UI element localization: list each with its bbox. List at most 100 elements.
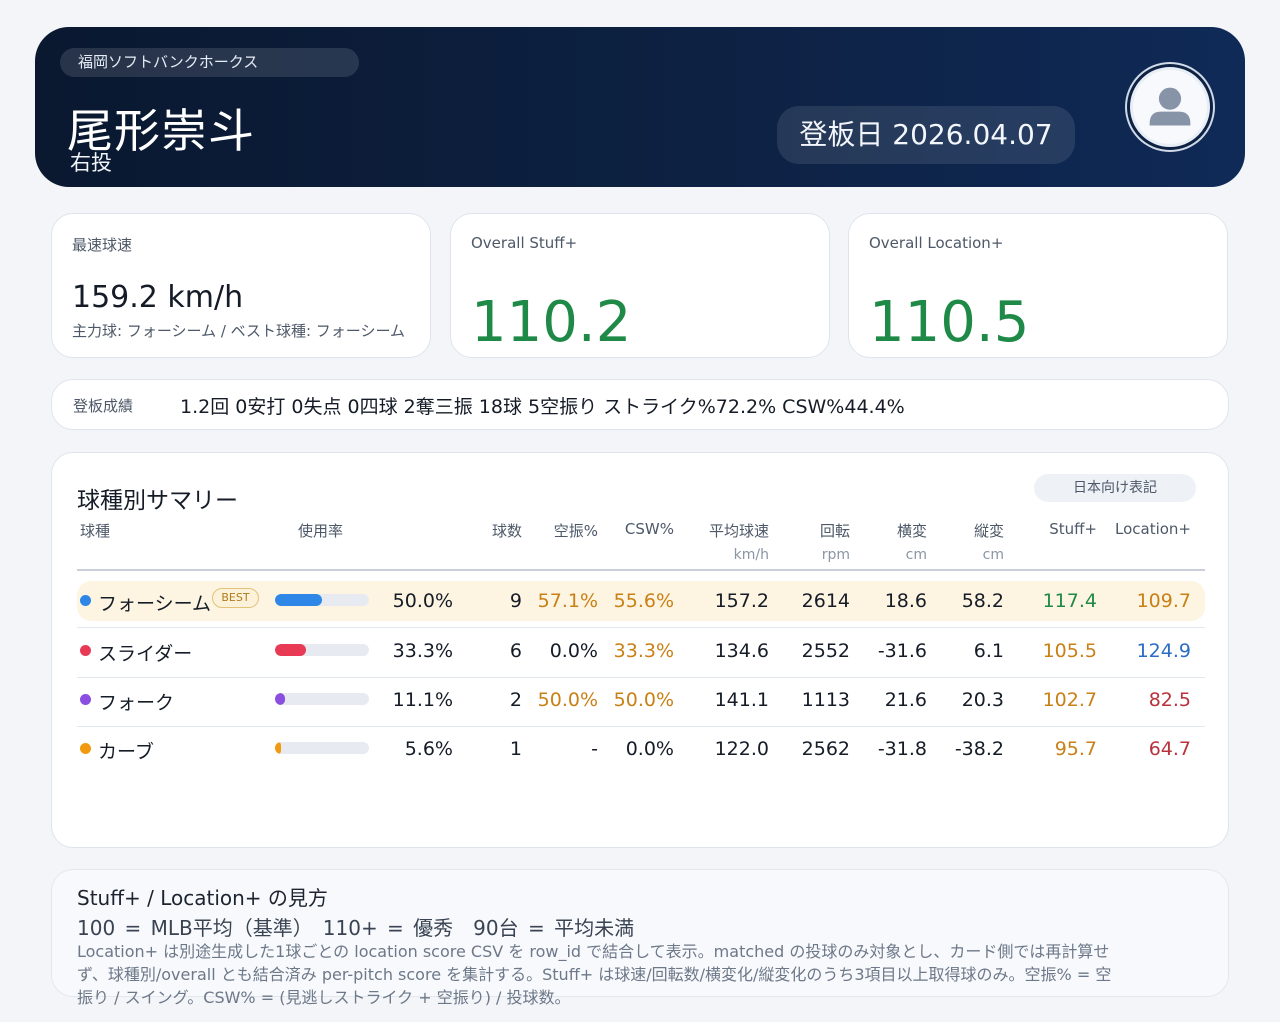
usage-bar-fill	[275, 644, 307, 656]
guide-note: Location+ は別途生成した1球ごとの location score CS…	[77, 942, 1112, 1007]
table-row-slider[interactable]: スライダー 33.3% 6 0.0% 33.3% 134.6 2552 -31.…	[77, 631, 1205, 671]
overall-stuff-card: Overall Stuff+ 110.2	[450, 213, 830, 358]
col-velo-label: 平均球速	[708, 522, 769, 540]
usage-value: 50.0%	[392, 590, 453, 612]
overall-location-label: Overall Location+	[869, 234, 1004, 252]
whiff-value: -	[591, 738, 598, 760]
col-spin-unit: rpm	[821, 547, 850, 563]
hbreak-value: -31.8	[877, 738, 927, 760]
metric-guide-card: Stuff+ / Location+ の見方 100 = MLB平均（基準） 1…	[51, 869, 1229, 1007]
count-value: 2	[509, 689, 522, 711]
stuff-value: 105.5	[1042, 640, 1097, 662]
guide-scale: 100 = MLB平均（基準） 110+ = 優秀 90台 = 平均未満	[77, 916, 635, 940]
vbreak-value: 20.3	[961, 689, 1004, 711]
game-date: 登板日 2026.04.07	[777, 106, 1075, 164]
col-location: Location+	[1114, 520, 1191, 538]
top-speed-value: 159.2 km/h	[72, 280, 244, 315]
col-hbreak-label: 横変	[896, 522, 927, 540]
col-vbreak-unit: cm	[982, 547, 1004, 563]
player-name: 尾形崇斗	[67, 104, 255, 158]
table-row-fork[interactable]: フォーク 11.1% 2 50.0% 50.0% 141.1 1113 21.6…	[77, 680, 1205, 720]
count-value: 6	[509, 640, 522, 662]
spin-value: 2562	[801, 738, 850, 760]
spin-value: 2552	[801, 640, 850, 662]
count-value: 9	[509, 590, 522, 612]
best-badge: BEST	[212, 588, 259, 608]
velo-value: 122.0	[714, 738, 769, 760]
top-speed-label: 最速球速	[72, 236, 133, 254]
hbreak-value: 21.6	[884, 689, 927, 711]
stuff-value: 117.4	[1042, 590, 1097, 612]
player-header: 福岡ソフトバンクホークス 尾形崇斗 右投 登板日 2026.04.07	[35, 27, 1245, 187]
user-avatar-icon	[1130, 67, 1210, 147]
usage-value: 5.6%	[404, 738, 453, 760]
usage-value: 33.3%	[392, 640, 453, 662]
summary-title: 球種別サマリー	[77, 488, 238, 514]
location-value: 64.7	[1148, 738, 1191, 760]
row-divider	[77, 726, 1205, 727]
usage-bar	[275, 742, 369, 754]
col-csw: CSW%	[624, 520, 674, 538]
velo-value: 141.1	[714, 689, 769, 711]
pitch-color-dot	[80, 694, 91, 705]
csw-value: 55.6%	[613, 590, 674, 612]
table-row-fourseam[interactable]: フォーシーム BEST 50.0% 9 57.1% 55.6% 157.2 26…	[77, 581, 1205, 621]
japanese-notation-toggle[interactable]: 日本向け表記	[1034, 474, 1196, 502]
col-whiff: 空振%	[553, 522, 598, 540]
whiff-value: 50.0%	[537, 689, 598, 711]
usage-bar	[275, 594, 369, 606]
vbreak-value: -38.2	[954, 738, 1004, 760]
hbreak-value: -31.6	[877, 640, 927, 662]
col-vbreak-label: 縦変	[973, 522, 1004, 540]
location-value: 109.7	[1136, 590, 1191, 612]
main-pitch-note: 主力球: フォーシーム / ベスト球種: フォーシーム	[72, 322, 406, 340]
col-velo: 平均球速 km/h	[674, 520, 769, 563]
top-speed-card: 最速球速 159.2 km/h 主力球: フォーシーム / ベスト球種: フォー…	[51, 213, 431, 358]
overall-stuff-value: 110.2	[471, 290, 632, 355]
csw-value: 33.3%	[613, 640, 674, 662]
game-record-label: 登板成績	[73, 397, 134, 415]
spin-value: 2614	[801, 590, 850, 612]
col-spin: 回転 rpm	[769, 520, 850, 563]
table-row-curve[interactable]: カーブ 5.6% 1 - 0.0% 122.0 2562 -31.8 -38.2…	[77, 729, 1205, 769]
whiff-value: 57.1%	[537, 590, 598, 612]
location-value: 82.5	[1148, 689, 1191, 711]
csw-value: 50.0%	[613, 689, 674, 711]
col-velo-unit: km/h	[733, 547, 769, 563]
pitch-color-dot	[80, 595, 91, 606]
col-spin-label: 回転	[819, 522, 850, 540]
location-value: 124.9	[1136, 640, 1191, 662]
velo-value: 157.2	[714, 590, 769, 612]
col-stuff: Stuff+	[1049, 520, 1097, 538]
pitch-summary-card: 球種別サマリー 日本向け表記 球種 使用率 球数 空振% CSW% 平均球速 k…	[51, 452, 1229, 848]
whiff-value: 0.0%	[549, 640, 598, 662]
stuff-value: 95.7	[1054, 738, 1097, 760]
col-hbreak-unit: cm	[905, 547, 927, 563]
throws-label: 右投	[70, 151, 112, 175]
usage-value: 11.1%	[392, 689, 453, 711]
col-count: 球数	[491, 522, 522, 540]
vbreak-value: 58.2	[961, 590, 1004, 612]
team-label: 福岡ソフトバンクホークス	[60, 48, 359, 77]
col-vbreak: 縦変 cm	[927, 520, 1004, 563]
count-value: 1	[509, 738, 522, 760]
stuff-value: 102.7	[1042, 689, 1097, 711]
overall-location-value: 110.5	[869, 290, 1030, 355]
game-record-text: 1.2回 0安打 0失点 0四球 2奪三振 18球 5空振り ストライク%72.…	[180, 396, 905, 418]
usage-bar-fill	[275, 693, 286, 705]
overall-stuff-label: Overall Stuff+	[471, 234, 578, 252]
col-pitch: 球種	[80, 522, 111, 540]
usage-bar	[275, 644, 369, 656]
pitch-color-dot	[80, 645, 91, 656]
pitch-name: フォーク	[98, 692, 175, 714]
csw-value: 0.0%	[625, 738, 674, 760]
pitch-name: カーブ	[98, 741, 154, 763]
pitch-name: フォーシーム	[98, 593, 212, 615]
row-divider	[77, 677, 1205, 678]
usage-bar	[275, 693, 369, 705]
row-divider	[77, 627, 1205, 628]
usage-bar-fill	[275, 594, 322, 606]
header-divider	[77, 569, 1205, 571]
pitch-name: スライダー	[98, 643, 193, 665]
usage-bar-fill	[275, 742, 281, 754]
